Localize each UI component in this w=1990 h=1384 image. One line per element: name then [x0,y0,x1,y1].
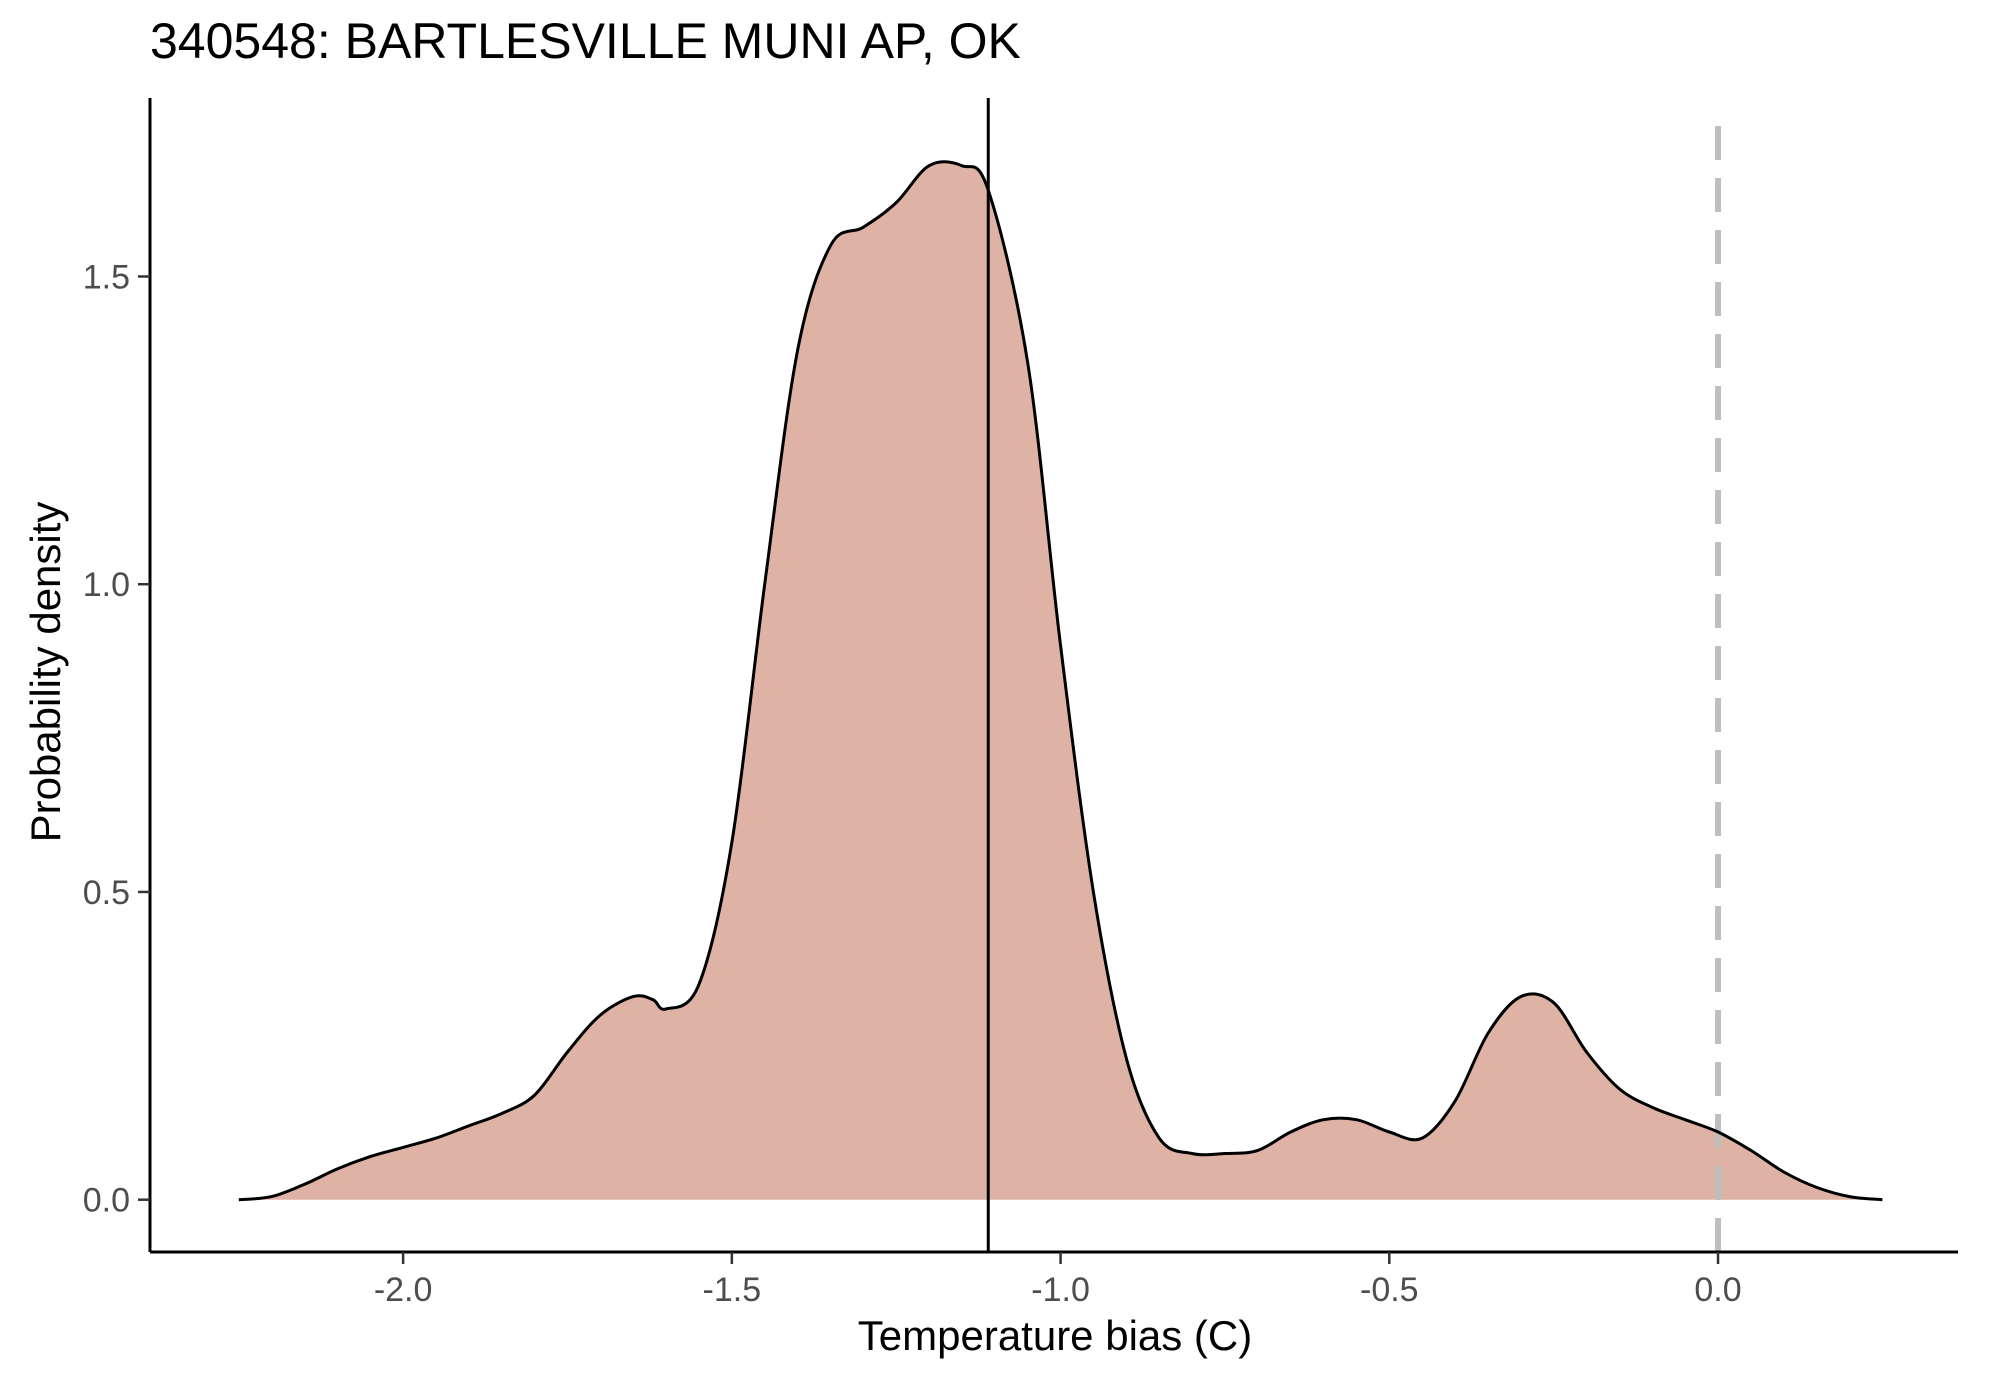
x-tick-label: -2.0 [374,1271,433,1309]
y-axis-label: Probability density [22,501,69,843]
y-tick-label: 1.0 [83,566,130,604]
x-tick-label: -1.0 [1031,1271,1090,1309]
chart-title: 340548: BARTLESVILLE MUNI AP, OK [150,13,1021,69]
y-tick-label: 0.5 [83,874,130,912]
x-axis-label: Temperature bias (C) [857,1312,1253,1359]
y-tick-label: 0.0 [83,1182,130,1220]
density-curve [238,160,1883,1202]
y-tick-label: 1.5 [83,258,130,296]
x-tick-label: -0.5 [1360,1271,1419,1309]
density-area [238,161,1883,1200]
x-tick-label: -1.5 [703,1271,762,1309]
x-tick-label: 0.0 [1694,1271,1741,1309]
